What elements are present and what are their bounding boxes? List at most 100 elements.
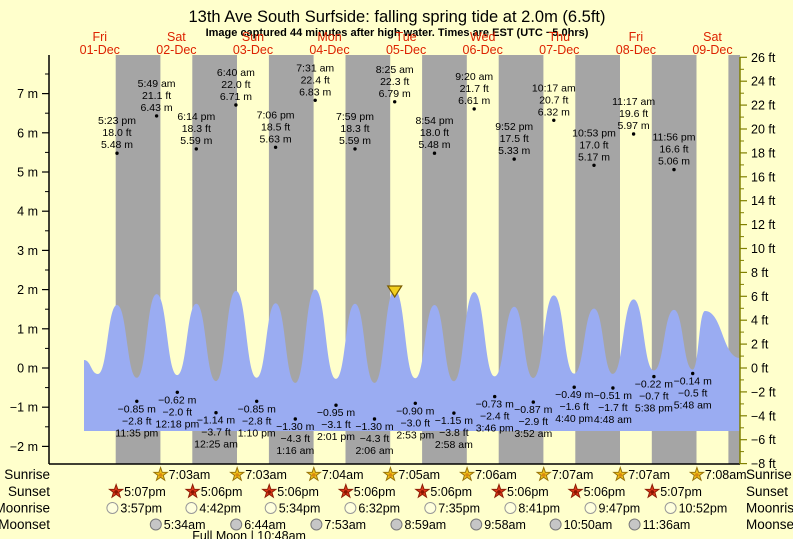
low-tide-m: −0.51 m <box>594 390 632 402</box>
low-tide-time: 3:46 pm <box>476 423 514 435</box>
low-tide-time: 5:48 am <box>674 400 712 412</box>
row-label-sunset-right: Sunset <box>746 484 788 499</box>
low-tide-time: 1:16 am <box>276 445 314 457</box>
low-tide-time: 4:48 am <box>594 414 632 426</box>
low-tide-time: 12:25 am <box>194 439 238 451</box>
low-tide-m: −0.22 m <box>635 379 673 391</box>
high-tide-m: 5.06 m <box>658 156 690 168</box>
tide-point <box>175 390 179 394</box>
low-tide-ft: −2.8 ft <box>242 415 272 427</box>
low-tide-m: −0.62 m <box>158 394 196 406</box>
tide-point <box>611 386 615 390</box>
tide-point <box>512 157 516 161</box>
y-axis-label-left: 4 m <box>17 205 38 219</box>
high-tide-time: 11:56 pm <box>653 132 696 144</box>
high-tide-ft: 22.4 ft <box>301 74 330 86</box>
y-axis-label-left: 0 m <box>17 362 38 376</box>
low-tide-ft: −3.7 ft <box>201 427 231 439</box>
tide-point <box>353 147 357 151</box>
high-tide-m: 5.59 m <box>180 135 212 147</box>
high-tide-time: 5:49 am <box>138 78 176 90</box>
moonset-circle-icon <box>470 518 483 531</box>
y-axis-label-right: 2 ft <box>751 338 769 352</box>
high-tide-time: 7:31 am <box>296 62 334 74</box>
tide-curve <box>84 289 740 431</box>
tide-point <box>234 103 238 107</box>
y-axis-label-right: 10 ft <box>751 242 776 256</box>
moonset-time: 9:58am <box>484 518 526 532</box>
moonset-time: 5:34am <box>164 518 206 532</box>
high-tide-ft: 22.3 ft <box>380 76 409 88</box>
moonrise-circle-icon <box>424 502 437 514</box>
high-tide-ft: 18.3 ft <box>340 123 369 135</box>
low-tide-ft: −0.7 ft <box>639 391 669 403</box>
tide-point <box>672 167 676 172</box>
moonrise-time: 7:35pm <box>438 502 480 516</box>
night-band <box>728 55 740 464</box>
moonrise-time: 8:41pm <box>518 502 560 516</box>
high-tide-time: 5:23 pm <box>98 115 136 127</box>
high-tide-ft: 18.5 ft <box>261 121 290 133</box>
high-tide-ft: 22.0 ft <box>221 79 250 91</box>
low-tide-annotation: −0.51 m−1.7 ft4:48 am <box>594 386 632 426</box>
low-tide-m: −1.30 m <box>276 421 314 433</box>
y-axis-label-right: 0 ft <box>751 362 769 376</box>
low-tide-annotation: −1.30 m−4.3 ft2:06 am <box>355 417 394 457</box>
y-axis-label-right: 6 ft <box>751 290 769 304</box>
low-tide-annotation: −0.90 m−3.0 ft2:53 pm <box>396 401 435 441</box>
sunrise-time: 7:03am <box>245 468 287 482</box>
high-tide-ft: 17.0 ft <box>579 139 608 151</box>
day-weekday: Mon <box>317 30 341 44</box>
day-weekday: Thu <box>549 30 571 44</box>
moonrise-time: 10:52pm <box>679 502 728 516</box>
moonrise-circle-icon <box>264 502 277 514</box>
low-tide-time: 12:18 pm <box>155 418 199 430</box>
y-axis-label-left: 1 m <box>17 322 38 336</box>
row-label-moonrise-left: Moonrise <box>0 501 50 516</box>
y-axis-label-right: −2 ft <box>751 385 776 399</box>
row-label-moonset-left: Moonset <box>0 517 50 532</box>
high-tide-time: 8:54 pm <box>416 115 454 127</box>
sunset-star-center <box>267 490 272 494</box>
moonrise-circle-icon <box>664 502 677 514</box>
tide-point <box>393 100 397 104</box>
low-tide-annotation: −0.73 m−2.4 ft3:46 pm <box>476 394 514 435</box>
high-tide-time: 10:17 am <box>532 82 576 94</box>
sunset-star-center <box>497 490 501 494</box>
y-axis-label-right: 8 ft <box>751 266 769 280</box>
moonset-circle-icon <box>310 518 323 531</box>
low-tide-annotation: −1.15 m−3.8 ft2:58 am <box>435 411 473 451</box>
y-axis-label-left: 3 m <box>17 244 38 258</box>
low-tide-time: 3:52 am <box>514 428 552 440</box>
low-tide-ft: −2.8 ft <box>122 415 152 427</box>
sunrise-time: 7:03am <box>169 468 211 482</box>
sunrise-star-center <box>618 473 623 477</box>
y-axis-label-right: 12 ft <box>751 218 776 232</box>
high-tide-m: 5.48 m <box>101 139 133 151</box>
low-tide-ft: −1.7 ft <box>598 402 628 414</box>
moonrise-time: 3:57pm <box>120 502 162 516</box>
tide-point <box>432 151 437 155</box>
moonrise-circle-icon <box>106 502 119 514</box>
tide-point <box>334 403 338 407</box>
high-tide-ft: 19.6 ft <box>619 108 648 120</box>
high-tide-m: 5.63 m <box>260 133 292 145</box>
moon-phase: Full Moon | 10:48am <box>192 529 306 539</box>
low-tide-annotation: −0.85 m−2.8 ft1:10 pm <box>238 399 276 439</box>
sunset-star-center <box>650 490 655 494</box>
y-axis-label-right: 26 ft <box>751 51 776 65</box>
low-tide-time: 2:06 am <box>356 445 394 457</box>
tide-point <box>652 374 656 379</box>
sunset-star-center <box>114 490 118 494</box>
day-date: 07-Dec <box>539 43 579 57</box>
